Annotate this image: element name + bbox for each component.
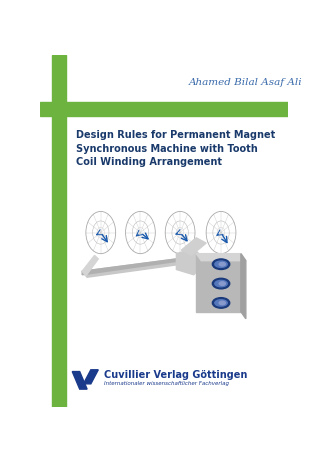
Polygon shape	[82, 259, 181, 277]
Ellipse shape	[219, 282, 225, 285]
Polygon shape	[84, 370, 98, 384]
Ellipse shape	[219, 301, 225, 305]
Text: Synchronous Machine with Tooth: Synchronous Machine with Tooth	[76, 144, 258, 154]
Polygon shape	[181, 238, 206, 255]
Ellipse shape	[212, 259, 230, 270]
Bar	[52, 55, 66, 102]
Text: Cuvillier Verlag Göttingen: Cuvillier Verlag Göttingen	[104, 370, 248, 380]
Bar	[52, 117, 66, 407]
Polygon shape	[196, 254, 246, 260]
Polygon shape	[176, 249, 199, 275]
Ellipse shape	[215, 281, 227, 287]
Ellipse shape	[215, 261, 227, 267]
Text: Internationaler wissenschaftlicher Fachverlag: Internationaler wissenschaftlicher Fachv…	[104, 381, 229, 386]
Ellipse shape	[215, 300, 227, 306]
Polygon shape	[82, 255, 98, 276]
Polygon shape	[82, 259, 176, 275]
Text: Coil Winding Arrangement: Coil Winding Arrangement	[76, 157, 222, 167]
Bar	[40, 102, 288, 117]
Text: Ahamed Bilal Asaf Ali: Ahamed Bilal Asaf Ali	[189, 79, 303, 87]
Ellipse shape	[212, 298, 230, 308]
Polygon shape	[72, 372, 87, 389]
Ellipse shape	[212, 278, 230, 289]
Polygon shape	[196, 254, 241, 312]
Ellipse shape	[219, 262, 225, 266]
Polygon shape	[241, 254, 246, 319]
Text: Design Rules for Permanent Magnet: Design Rules for Permanent Magnet	[76, 131, 275, 140]
